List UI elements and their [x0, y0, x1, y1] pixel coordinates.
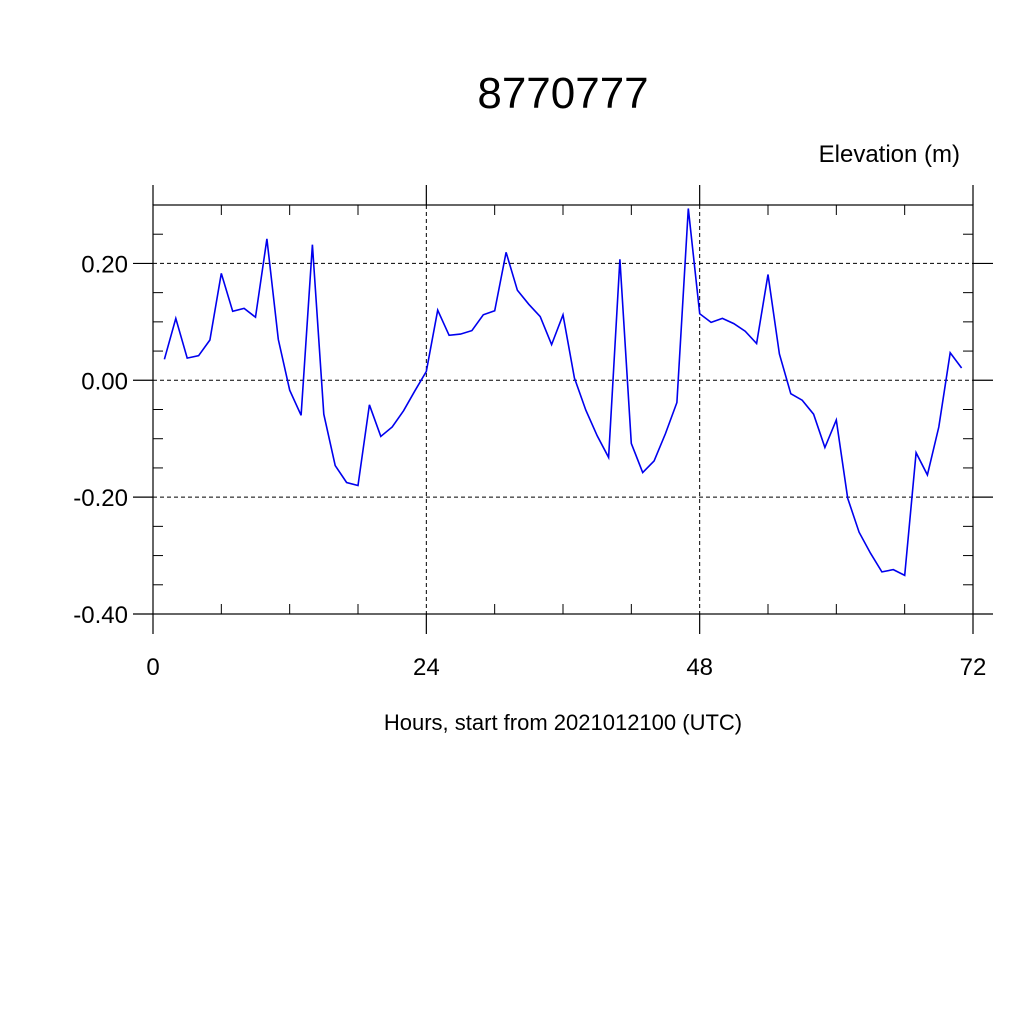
plot-border: [152, 204, 974, 615]
axis-ticks: [133, 185, 993, 634]
series-group: [163, 208, 963, 577]
x-tick-labels: 0 24 48 72: [146, 654, 986, 681]
x-tick-label: 24: [413, 654, 440, 681]
y-tick-labels: -0.40 -0.20 0.00 0.20: [73, 251, 128, 629]
plot-frame: [152, 204, 974, 615]
y-tick-label: -0.40: [73, 602, 128, 629]
grid-lines: [153, 205, 973, 614]
y-axis-label: Elevation (m): [819, 141, 960, 168]
x-tick-label: 72: [960, 654, 987, 681]
y-tick-label: -0.20: [73, 485, 128, 512]
x-axis-label: Hours, start from 2021012100 (UTC): [384, 710, 742, 735]
chart-title: 8770777: [477, 69, 648, 118]
x-tick-label: 0: [146, 654, 159, 681]
y-tick-label: 0.00: [81, 368, 128, 395]
x-tick-label: 48: [686, 654, 713, 681]
y-tick-label: 0.20: [81, 251, 128, 278]
series-line: [163, 208, 963, 577]
